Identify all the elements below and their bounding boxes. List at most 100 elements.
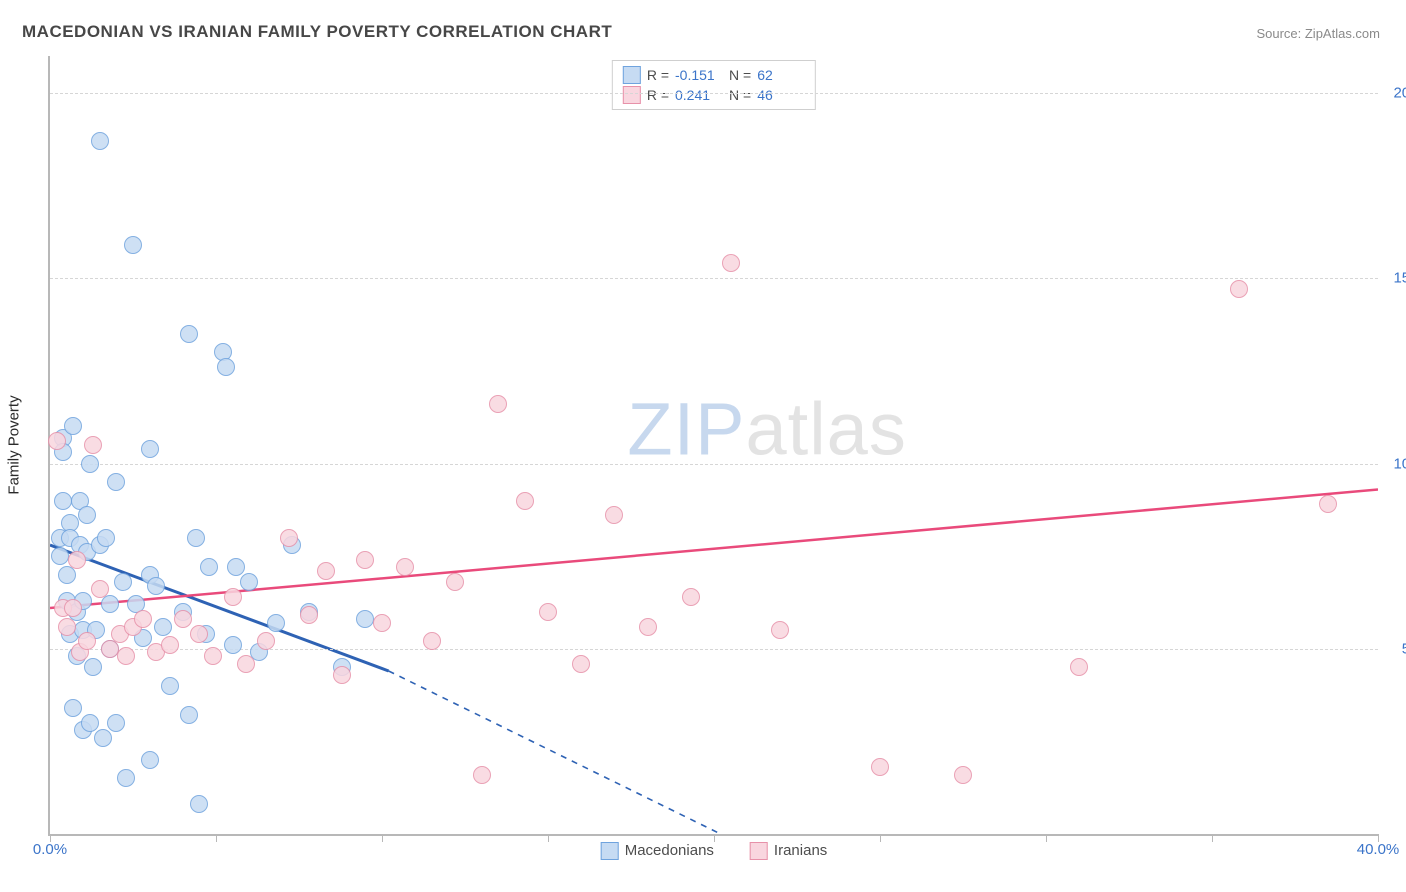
point-macedonian [91,132,109,150]
point-iranian [68,551,86,569]
correlation-legend: R = -0.151 N = 62 R = 0.241 N = 46 [612,60,816,110]
x-tick [548,834,549,842]
point-iranian [224,588,242,606]
point-iranian [300,606,318,624]
watermark-zip: ZIP [627,388,745,471]
point-macedonian [124,236,142,254]
legend-r-label: R = [647,87,669,103]
point-iranian [516,492,534,510]
point-iranian [237,655,255,673]
point-macedonian [81,714,99,732]
point-macedonian [356,610,374,628]
point-iranian [423,632,441,650]
legend-label-iranians: Iranians [774,842,827,859]
point-iranian [489,395,507,413]
point-iranian [771,621,789,639]
point-iranian [134,610,152,628]
legend-n-value-0: 62 [757,67,805,83]
x-tick [1212,834,1213,842]
legend-r-label: R = [647,67,669,83]
point-iranian [446,573,464,591]
point-macedonian [97,529,115,547]
point-macedonian [107,714,125,732]
y-tick-label: 5.0% [1386,640,1406,657]
point-macedonian [180,325,198,343]
point-macedonian [224,636,242,654]
gridline [50,278,1378,279]
point-iranian [91,580,109,598]
point-iranian [174,610,192,628]
point-iranian [572,655,590,673]
point-iranian [954,766,972,784]
trend-lines-layer [50,56,1378,834]
source-link[interactable]: ZipAtlas.com [1305,26,1380,41]
legend-item-iranians: Iranians [750,842,827,860]
point-iranian [639,618,657,636]
point-iranian [257,632,275,650]
point-macedonian [64,417,82,435]
legend-row-iranians: R = 0.241 N = 46 [623,85,805,105]
point-macedonian [200,558,218,576]
point-macedonian [117,769,135,787]
point-iranian [78,632,96,650]
point-macedonian [54,492,72,510]
point-macedonian [161,677,179,695]
legend-n-label: N = [729,67,751,83]
point-macedonian [154,618,172,636]
point-macedonian [180,706,198,724]
point-iranian [1070,658,1088,676]
point-iranian [161,636,179,654]
point-iranian [84,436,102,454]
point-macedonian [101,595,119,613]
legend-r-value-0: -0.151 [675,67,723,83]
legend-swatch-iranians-icon [750,842,768,860]
point-macedonian [267,614,285,632]
y-tick-label: 10.0% [1386,455,1406,472]
gridline [50,93,1378,94]
legend-r-value-1: 0.241 [675,87,723,103]
point-iranian [190,625,208,643]
point-iranian [48,432,66,450]
x-tick [1046,834,1047,842]
point-macedonian [187,529,205,547]
point-macedonian [141,751,159,769]
legend-n-value-1: 46 [757,87,805,103]
point-macedonian [190,795,208,813]
x-tick-label: 40.0% [1357,841,1400,858]
series-legend: Macedonians Iranians [601,842,828,860]
point-iranian [333,666,351,684]
x-tick [216,834,217,842]
point-macedonian [78,506,96,524]
point-macedonian [107,473,125,491]
legend-swatch-macedonians [623,66,641,84]
point-iranian [1319,495,1337,513]
y-tick-label: 20.0% [1386,85,1406,102]
legend-n-label: N = [729,87,751,103]
point-iranian [58,618,76,636]
point-macedonian [240,573,258,591]
point-iranian [473,766,491,784]
x-tick [714,834,715,842]
point-iranian [1230,280,1248,298]
gridline [50,464,1378,465]
point-macedonian [64,699,82,717]
scatter-plot-area: Family Poverty ZIPatlas R = -0.151 N = 6… [48,56,1378,836]
point-macedonian [147,577,165,595]
point-iranian [204,647,222,665]
point-macedonian [81,455,99,473]
point-macedonian [217,358,235,376]
watermark-atlas: atlas [746,388,907,471]
source-prefix: Source: [1256,26,1304,41]
point-macedonian [84,658,102,676]
point-iranian [280,529,298,547]
y-tick-label: 15.0% [1386,270,1406,287]
legend-swatch-macedonians-icon [601,842,619,860]
legend-row-macedonians: R = -0.151 N = 62 [623,65,805,85]
x-tick-label: 0.0% [33,841,67,858]
point-macedonian [227,558,245,576]
point-macedonian [51,547,69,565]
point-iranian [722,254,740,272]
watermark: ZIPatlas [627,387,906,472]
point-iranian [682,588,700,606]
point-macedonian [141,440,159,458]
